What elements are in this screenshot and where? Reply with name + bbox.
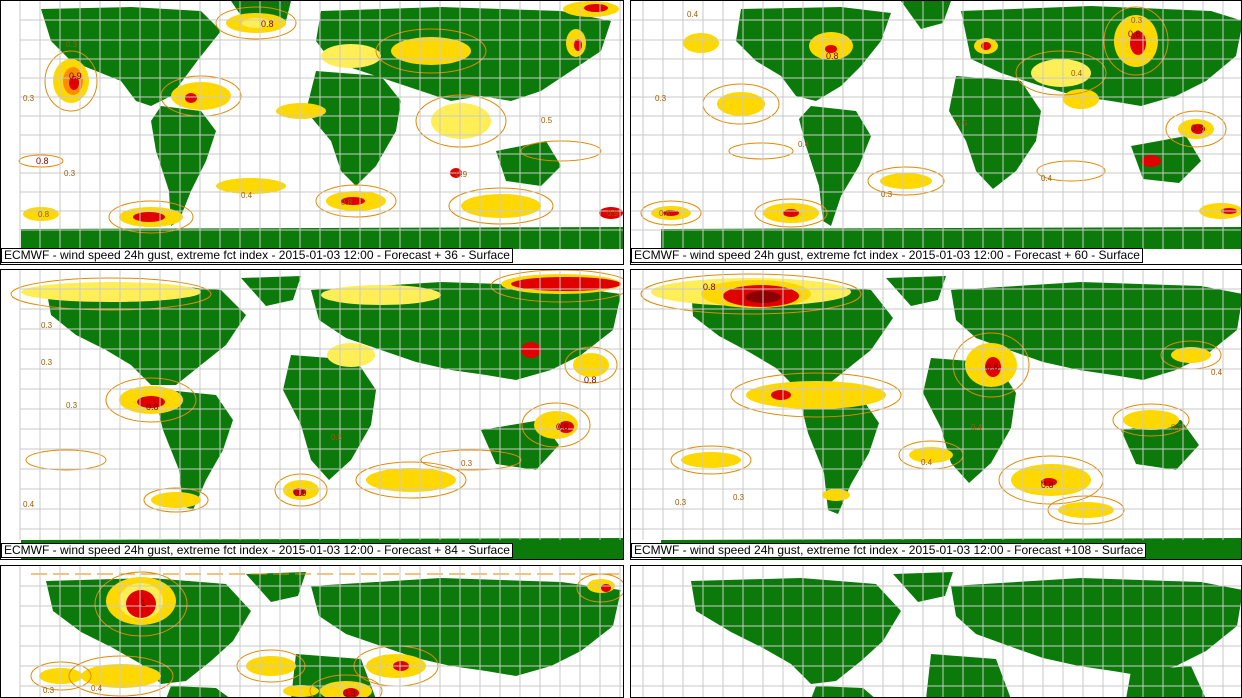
map-panel-forecast-36: 0.9 0.8 0.8 0.3 0.8 0.3 0.3 0.9 0.5 0.4 … (0, 0, 624, 265)
map-canvas: 0.8 0.3 0.3 0.4 0.4 0.4 0.3 0.8 0.8 (631, 270, 1241, 559)
svg-text:0.4: 0.4 (971, 423, 983, 432)
map-caption: ECMWF - wind speed 24h gust, extreme fct… (1, 543, 513, 558)
map-canvas: 1 0.3 0.8 0.4 (19, 566, 623, 698)
svg-text:0.8: 0.8 (38, 210, 50, 219)
lat-lon-grid (631, 270, 1241, 540)
svg-text:0.4: 0.4 (23, 500, 35, 509)
svg-text:0.3: 0.3 (41, 358, 53, 367)
contour-value-labels: 0.3 0.3 0.3 0.4 0.5 0.3 0.8 0.8 0.9 0.8 (23, 321, 597, 509)
map-caption: ECMWF - wind speed 24h gust, extreme fct… (631, 248, 1143, 263)
svg-text:0.3: 0.3 (733, 493, 745, 502)
svg-text:0.4: 0.4 (1041, 174, 1053, 183)
svg-text:0.3: 0.3 (655, 94, 667, 103)
svg-text:0.4: 0.4 (1211, 368, 1223, 377)
svg-text:0.3: 0.3 (23, 94, 35, 103)
svg-text:0.8: 0.8 (584, 375, 597, 385)
svg-text:0.9: 0.9 (607, 209, 619, 218)
contour-value-labels: 0.8 0.3 0.3 0.4 0.4 0.4 0.3 0.8 0.8 (675, 282, 1223, 507)
svg-text:0.3: 0.3 (1171, 423, 1183, 432)
map-panel-forecast-lower-right (630, 565, 1242, 698)
map-panel-forecast-60: 0.4 0.3 0.8 0.4 0.4 0.4 0.5 0.3 0.3 0.8 … (630, 0, 1242, 265)
svg-text:0.3: 0.3 (66, 40, 78, 49)
svg-text:0.5: 0.5 (331, 433, 343, 442)
svg-text:0.3: 0.3 (64, 169, 76, 178)
svg-text:0.9: 0.9 (456, 170, 468, 179)
svg-text:0.8: 0.8 (986, 362, 999, 372)
svg-text:0.8: 0.8 (1128, 29, 1141, 39)
svg-text:0.5: 0.5 (956, 119, 968, 128)
map-caption: ECMWF - wind speed 24h gust, extreme fct… (631, 543, 1147, 558)
svg-text:0.8: 0.8 (826, 51, 839, 61)
svg-text:0.8: 0.8 (343, 688, 356, 698)
svg-text:0.8: 0.8 (146, 402, 159, 412)
map-canvas: 0.3 0.3 0.3 0.4 0.5 0.3 0.8 0.8 0.9 0.8 (10, 270, 623, 559)
svg-text:0.8: 0.8 (659, 209, 671, 218)
map-canvas: 0.9 0.8 0.8 0.3 0.8 0.3 0.3 0.9 0.5 0.4 … (18, 1, 623, 249)
svg-text:0.8: 0.8 (1191, 123, 1204, 133)
svg-text:0.4: 0.4 (798, 140, 810, 149)
contour-lines (18, 6, 602, 234)
svg-text:0.4: 0.4 (921, 458, 933, 467)
gust-index-fields (651, 15, 1241, 223)
svg-text:0.9: 0.9 (69, 71, 82, 81)
contour-lines (10, 270, 623, 513)
contour-value-labels: 0.9 0.8 0.8 0.3 0.8 0.3 0.3 0.9 0.5 0.4 … (23, 19, 619, 219)
svg-text:0.3: 0.3 (1131, 16, 1143, 25)
svg-text:0.8: 0.8 (261, 19, 274, 29)
svg-text:0.4: 0.4 (687, 10, 699, 19)
gust-index-fields (21, 274, 621, 508)
svg-text:0.9: 0.9 (294, 488, 307, 498)
svg-text:0.4: 0.4 (241, 191, 253, 200)
land-masses (691, 572, 1241, 697)
lat-lon-grid (19, 566, 623, 697)
svg-text:0.5: 0.5 (541, 116, 553, 125)
svg-text:0.8: 0.8 (556, 422, 569, 432)
svg-text:0.3: 0.3 (675, 498, 687, 507)
svg-text:0.3: 0.3 (881, 190, 893, 199)
svg-text:0.4: 0.4 (91, 684, 103, 693)
gust-index-fields (651, 278, 1211, 518)
svg-text:0.3: 0.3 (41, 321, 53, 330)
svg-text:0.8: 0.8 (341, 198, 353, 207)
svg-text:1: 1 (141, 598, 146, 608)
map-canvas: 0.4 0.3 0.8 0.4 0.4 0.4 0.5 0.3 0.3 0.8 … (631, 1, 1241, 249)
map-canvas (631, 566, 1241, 697)
lat-lon-grid (631, 566, 1241, 697)
svg-text:0.3: 0.3 (66, 401, 78, 410)
svg-text:0.4: 0.4 (1071, 69, 1083, 78)
lat-lon-grid (19, 1, 623, 249)
land-masses (21, 276, 623, 559)
map-panel-forecast-lower-left: 1 0.3 0.8 0.4 (0, 565, 624, 698)
svg-text:0.8: 0.8 (703, 282, 716, 292)
svg-text:0.3: 0.3 (461, 459, 473, 468)
contour-value-labels: 1 0.3 0.8 0.4 (43, 598, 356, 698)
lat-lon-grid (19, 270, 623, 540)
contour-value-labels: 0.4 0.3 0.8 0.4 0.4 0.4 0.5 0.3 0.3 0.8 … (655, 10, 1204, 218)
svg-text:0.8: 0.8 (36, 156, 49, 166)
contour-lines (30, 571, 623, 697)
svg-text:0.3: 0.3 (43, 686, 55, 695)
map-caption: ECMWF - wind speed 24h gust, extreme fct… (1, 248, 513, 263)
map-panel-forecast-84: 0.3 0.3 0.3 0.4 0.5 0.3 0.8 0.8 0.9 0.8 … (0, 269, 624, 560)
contour-lines (640, 273, 1222, 525)
svg-text:0.8: 0.8 (1041, 480, 1054, 490)
map-panel-forecast-108: 0.8 0.3 0.3 0.4 0.4 0.4 0.3 0.8 0.8 ECMW… (630, 269, 1242, 560)
lat-lon-grid (631, 1, 1241, 249)
